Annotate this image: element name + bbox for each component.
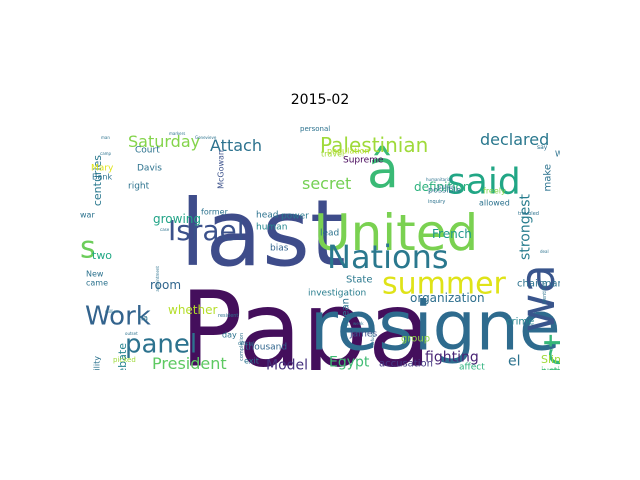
word-definition-24: definition [414,180,470,194]
word-thousand-45: thousand [245,343,287,353]
word-mean-36: mean [340,298,351,326]
word-palestinian-13: Palestinian [320,133,428,157]
word-genevieve-92: Genevieve [195,135,217,140]
word-el-26: el [508,354,521,370]
word-president-20: President [152,354,227,370]
word-egypt-22: Egypt [329,355,370,370]
word-resigned-2: resigned [310,288,560,367]
word---4: â [367,141,399,201]
word-west-74: West [555,150,560,159]
word-supreme-47: Supreme [343,156,384,166]
word-possible-71: possible [428,186,461,195]
word-mcgowan-59: McGowan [217,150,226,189]
word-say-75: say [537,144,548,151]
word-human-52: human [256,223,287,233]
word-s-14: s [80,231,96,266]
word-conflict-7: conflict [537,334,560,370]
word-attach-17: Attach [210,136,262,155]
word-said-8: said [447,162,521,203]
word-strongest-19: strongest [518,193,534,259]
word-lead-49: lead [320,229,339,239]
word-humanitarian-89: humanitarian [426,177,453,182]
word-ha-64: ha [138,314,148,323]
word-bank-57: Bank [92,173,112,182]
word-markers-94: markers [169,131,185,136]
word-new-62: New [86,270,104,279]
word-head-53: head [256,211,278,221]
word-crime-40: crime [506,316,534,327]
word-two-33: two [92,249,112,262]
word-papa-0: Papa [180,269,432,370]
word-refugee-79: refugee [370,329,375,345]
word-identified-77: identified [542,281,548,305]
word-war-61: war [80,211,95,220]
word-schabas-91: Schabas [437,184,454,189]
word-man-88: man [101,135,110,140]
word-picked-66: picked [113,356,136,364]
word-population-69: population [327,147,370,156]
word-freely-72: freely [483,187,506,196]
word-court-55: Court [135,146,160,156]
word-case-83: case [160,227,170,232]
word-organization-25: organization [410,291,485,305]
word-investigation-44: investigation [308,289,366,299]
word-day-67: day [222,331,237,340]
word-outset-85: outset [125,331,138,336]
word-deal-93: deal [540,249,549,254]
word-chairman-37: chairman [517,278,560,289]
word-growing-28: growing [153,212,201,226]
word-travel-68: travel [321,150,344,159]
word-french-30: French [432,227,472,241]
word-declared-15: declared [480,130,549,149]
word-model-21: Model [266,358,308,370]
word-saturday-16: Saturday [128,132,200,151]
word-nations-5: Nations [327,238,449,276]
word-work-11: Work [85,301,151,331]
word-state-38: State [346,274,372,285]
word-whether-29: whether [168,303,217,317]
word-secret-18: secret [302,174,351,193]
word-troubled-76: troubled [518,211,539,217]
word-appointment-84: appointment [155,266,160,292]
word-group-39: group [401,333,430,344]
chart-title: 2015-02 [290,92,350,108]
word-debate-31: debate [116,343,129,370]
word-fighting-23: fighting [425,350,479,366]
word-camp-87: camp [100,151,112,156]
word-wa-6: wa [510,264,560,333]
word-exit-46: exit [244,357,259,366]
word-room-27: room [150,278,181,292]
word-week-78: week [353,321,364,326]
word-united-3: United [314,204,478,262]
word-mary-58: Mary [91,164,114,174]
word-personal-70: personal [300,125,330,133]
word-official-80: official [238,341,254,347]
word-centuries-32: centuries [91,155,104,206]
word-inquiry-90: inquiry [428,199,445,205]
word-allowed-73: allowed [479,199,510,208]
word-affect-43: affect [459,363,485,370]
word-power-51: power [281,212,309,222]
word-bias-50: bias [270,244,289,254]
word-right-56: right [128,182,150,192]
word-israel-10: Israel [168,214,245,247]
word-completion-81: completion [239,333,245,361]
word-came-63: came [86,279,108,288]
word-summer-9: summer [382,267,507,302]
word-resident-82: resident [218,313,238,319]
word-inability-65: inability [93,356,102,370]
word-james-48: James [349,330,377,340]
word-accusation-41: accusation [379,358,433,369]
word-million-86: million [105,309,119,314]
word-last-1: last [180,180,346,287]
word-justice-42: justice [540,367,560,370]
word-slim-34: Slim [541,353,560,366]
word-davis-54: Davis [137,164,162,174]
word-former-60: former [201,208,229,217]
word-panel-12: panel [125,329,197,359]
word-make-35: make [542,164,553,191]
